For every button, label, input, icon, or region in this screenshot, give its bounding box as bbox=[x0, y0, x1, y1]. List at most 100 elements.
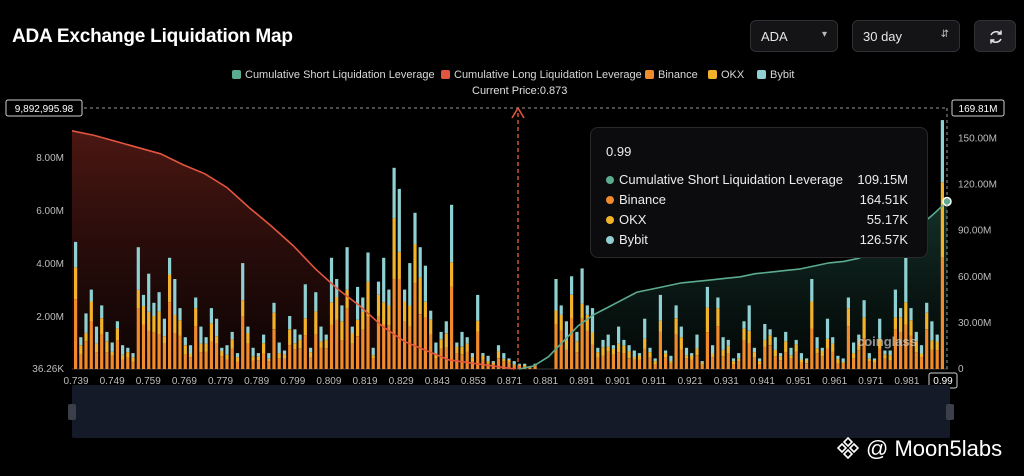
y-left-tick-label: 8.00M bbox=[36, 153, 64, 164]
bar-segment-binance bbox=[632, 359, 636, 369]
bar-segment-binance bbox=[601, 355, 605, 369]
legend-item-okx[interactable]: OKX bbox=[708, 69, 744, 81]
bar-segment-bybit bbox=[199, 326, 203, 344]
legend-item-long-cumulative[interactable]: Cumulative Long Liquidation Leverage bbox=[441, 69, 642, 81]
bar-segment-binance bbox=[74, 299, 78, 369]
y-left-tick-label: 6.00M bbox=[36, 206, 64, 217]
bar-segment-binance bbox=[225, 359, 229, 369]
bar-segment-okx bbox=[303, 318, 307, 336]
refresh-button[interactable] bbox=[974, 20, 1016, 52]
bar-segment-bybit bbox=[653, 358, 657, 361]
x-tick-label: 0.941 bbox=[750, 376, 775, 387]
bar-segment-bybit bbox=[215, 318, 219, 337]
x-tick-label: 0.911 bbox=[642, 376, 667, 387]
range-handle-right[interactable] bbox=[946, 404, 954, 420]
bar-segment-okx bbox=[141, 306, 146, 325]
bar-segment-binance bbox=[340, 340, 344, 369]
bar-segment-binance bbox=[852, 358, 856, 369]
bar-segment-bybit bbox=[716, 297, 720, 309]
bar-segment-okx bbox=[121, 354, 125, 360]
bar-segment-okx bbox=[580, 303, 584, 319]
bar-segment-okx bbox=[329, 302, 334, 325]
bar-segment-okx bbox=[152, 316, 156, 333]
bar-segment-binance bbox=[867, 361, 871, 369]
legend-item-short-cumulative[interactable]: Cumulative Short Liquidation Leverage bbox=[232, 69, 435, 81]
tooltip-row-label: Binance bbox=[619, 192, 666, 207]
bar-segment-binance bbox=[350, 343, 354, 369]
bar-segment-bybit bbox=[601, 339, 605, 348]
bar-segment-binance bbox=[596, 357, 600, 369]
y-right-tick-label: 0 bbox=[958, 364, 964, 375]
bar-segment-bybit bbox=[282, 350, 287, 355]
bar-segment-binance bbox=[256, 360, 260, 369]
bar-segment-binance bbox=[778, 360, 783, 369]
bar-segment-okx bbox=[862, 317, 866, 339]
bar-segment-okx bbox=[575, 341, 579, 353]
bar-segment-binance bbox=[872, 362, 877, 369]
bar-segment-binance bbox=[157, 334, 161, 369]
bar-segment-okx bbox=[512, 364, 516, 366]
bar-segment-bybit bbox=[277, 342, 281, 354]
period-select[interactable]: 30 day ⇵ bbox=[852, 20, 960, 52]
bar-segment-binance bbox=[178, 335, 182, 369]
bar-segment-bybit bbox=[251, 347, 255, 357]
bar-segment-okx bbox=[627, 351, 631, 359]
bar-segment-bybit bbox=[329, 257, 334, 303]
bar-segment-bybit bbox=[899, 308, 903, 318]
bar-segment-okx bbox=[230, 339, 234, 349]
bar-segment-okx bbox=[147, 311, 151, 331]
tooltip-row-value: 55.17K bbox=[866, 212, 908, 227]
bar-segment-okx bbox=[392, 218, 396, 279]
chevron-down-icon: ▾ bbox=[821, 29, 827, 40]
bar-segment-okx bbox=[789, 355, 793, 359]
x-tick-label: 0.99 bbox=[933, 376, 953, 387]
bar-segment-binance bbox=[846, 326, 850, 369]
symbol-select-value: ADA bbox=[761, 29, 788, 44]
bar-segment-bybit bbox=[852, 342, 856, 354]
bar-segment-binance bbox=[758, 364, 762, 369]
bar-segment-bybit bbox=[643, 318, 647, 339]
bar-segment-okx bbox=[742, 328, 746, 341]
bar-segment-bybit bbox=[841, 358, 845, 363]
bar-segment-okx bbox=[465, 343, 469, 352]
bar-segment-binance bbox=[314, 334, 318, 369]
x-tick-label: 0.819 bbox=[352, 376, 377, 387]
legend-item-bybit[interactable]: Bybit bbox=[757, 69, 794, 81]
bar-segment-bybit bbox=[235, 353, 240, 358]
symbol-select[interactable]: ADA ▾ bbox=[750, 20, 838, 52]
bar-segment-binance bbox=[773, 356, 777, 369]
bar-segment-okx bbox=[810, 301, 814, 329]
legend-item-binance[interactable]: Binance bbox=[645, 69, 698, 81]
bar-segment-bybit bbox=[303, 284, 307, 319]
bar-segment-okx bbox=[721, 349, 725, 357]
bar-segment-binance bbox=[768, 345, 772, 369]
bar-segment-bybit bbox=[397, 188, 401, 252]
bar-segment-bybit bbox=[758, 358, 762, 361]
bar-segment-okx bbox=[622, 345, 626, 353]
y-left-max-box bbox=[5, 99, 83, 117]
bar-segment-okx bbox=[397, 252, 401, 279]
bar-segment-bybit bbox=[366, 252, 370, 282]
bar-segment-okx bbox=[852, 353, 856, 359]
bar-segment-okx bbox=[293, 343, 297, 350]
bar-segment-okx bbox=[517, 364, 521, 367]
range-navigator bbox=[72, 385, 950, 438]
bar-segment-binance bbox=[737, 361, 741, 369]
bar-segment-okx bbox=[455, 346, 459, 354]
y-left-tick-label: 2.00M bbox=[36, 312, 64, 323]
bar-segment-bybit bbox=[350, 326, 354, 333]
x-tick-label: 0.779 bbox=[208, 376, 233, 387]
bar-segment-okx bbox=[617, 343, 621, 353]
x-tick-label: 0.843 bbox=[425, 376, 450, 387]
bar-segment-binance bbox=[883, 358, 887, 369]
bar-segment-bybit bbox=[742, 321, 746, 329]
bar-segment-bybit bbox=[726, 339, 730, 346]
bar-segment-binance bbox=[502, 361, 506, 369]
range-handle-left[interactable] bbox=[68, 404, 76, 420]
bar-segment-okx bbox=[376, 294, 381, 317]
bar-segment-okx bbox=[872, 360, 877, 363]
bar-segment-binance bbox=[168, 302, 172, 369]
bar-segment-okx bbox=[888, 355, 892, 361]
bar-segment-binance bbox=[784, 352, 788, 369]
